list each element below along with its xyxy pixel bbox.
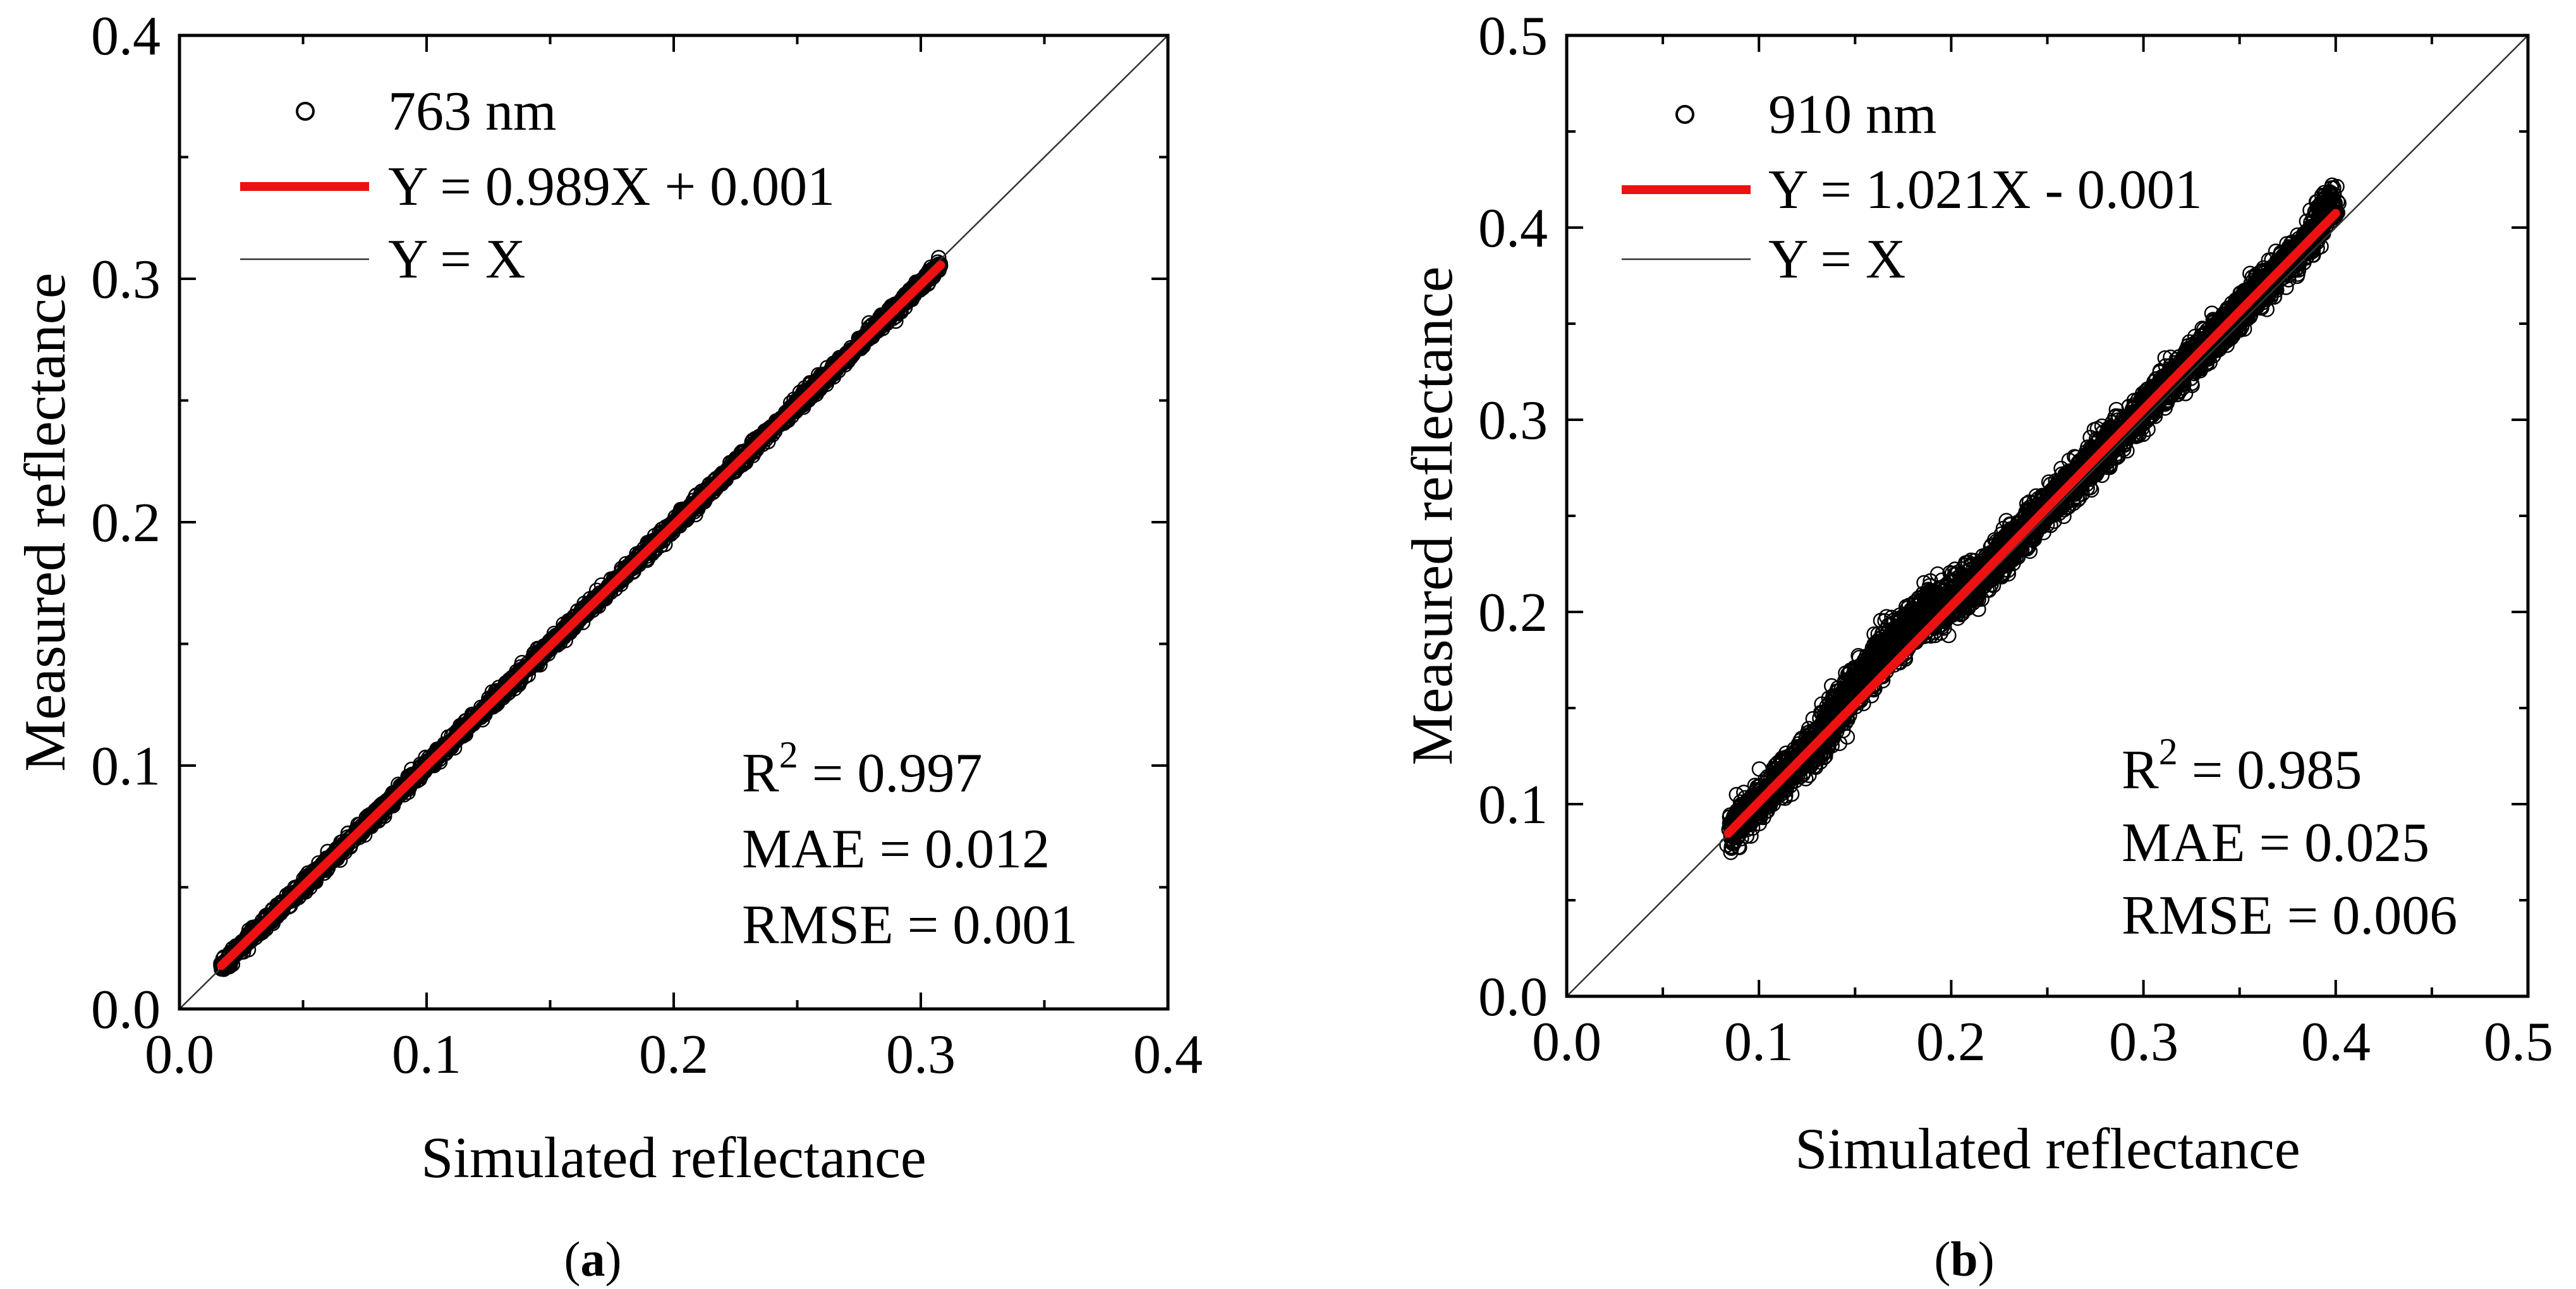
y-tick-label: 0.1 — [91, 736, 161, 797]
legend-a: 763 nm Y = 0.989X + 0.001 Y = X — [240, 81, 835, 290]
scatter-point — [581, 601, 597, 616]
legend-label: 763 nm — [388, 81, 556, 142]
r2-text: R2 = 0.997 — [742, 734, 982, 804]
y-tick-label: 0.4 — [91, 6, 161, 67]
rmse-text: RMSE = 0.001 — [742, 895, 1078, 956]
panel-a: 0.0 0.1 0.2 0.3 0.4 0.0 0.1 0.2 0.3 0.4 … — [13, 6, 1203, 1286]
scatter-point — [697, 487, 713, 503]
y-tick-label: 0.2 — [91, 492, 161, 554]
panel-b: 0.0 0.1 0.2 0.3 0.4 0.5 0.0 0.1 0.2 0.3 … — [1400, 6, 2553, 1286]
legend-label: Y = 0.989X + 0.001 — [388, 156, 835, 217]
scatter-point — [731, 455, 746, 470]
x-tick-label: 0.0 — [145, 1024, 214, 1085]
y-tick-label: 0.3 — [91, 249, 161, 310]
scatter-point — [279, 894, 295, 910]
scatter-point — [798, 388, 815, 404]
legend-label: Y = X — [388, 229, 525, 290]
fit-line-a — [217, 260, 945, 970]
y-tick-label: 0.0 — [91, 979, 161, 1041]
legend-marker-circle — [296, 102, 315, 121]
ticks-a — [178, 34, 1169, 1010]
scatter-point — [217, 954, 233, 970]
stats-a: R2 = 0.997 MAE = 0.012 RMSE = 0.001 — [742, 734, 1078, 956]
x-tick-labels-a: 0.0 0.1 0.2 0.3 0.4 — [145, 1024, 1203, 1085]
scatter-point — [416, 760, 433, 776]
x-axis-title-a: Simulated reflectance — [421, 1125, 926, 1190]
x-tick-label: 0.4 — [1133, 1024, 1203, 1085]
scatter-point — [485, 693, 502, 709]
x-tick-label: 0.1 — [392, 1024, 461, 1085]
y-tick-labels-a: 0.0 0.1 0.2 0.3 0.4 — [91, 6, 161, 1041]
mae-text: MAE = 0.012 — [742, 819, 1050, 880]
x-tick-label: 0.3 — [886, 1024, 956, 1085]
y-axis-title-a: Measured reflectance — [13, 272, 77, 771]
scatter-point — [1947, 561, 1963, 577]
scatter-point — [710, 474, 727, 490]
panel-label-a: (a) — [564, 1231, 622, 1286]
x-tick-label: 0.2 — [639, 1024, 708, 1085]
